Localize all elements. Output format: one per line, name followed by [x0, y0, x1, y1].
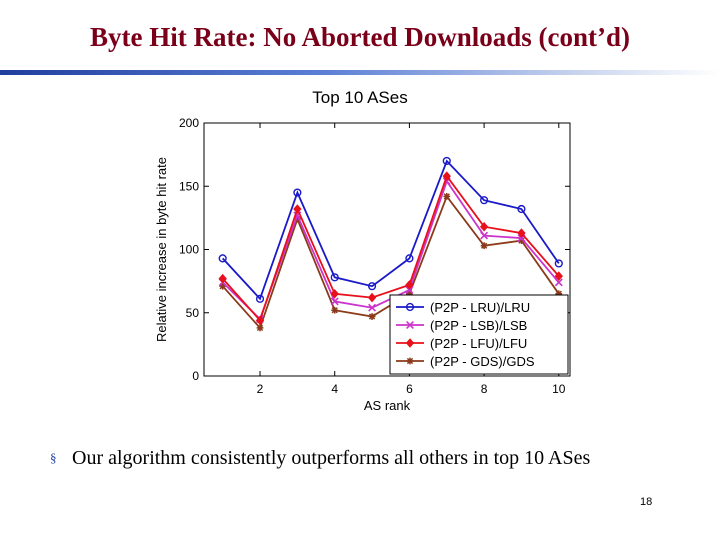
- slide-title: Byte Hit Rate: No Aborted Downloads (con…: [90, 22, 630, 52]
- bullet-square-icon: §: [50, 450, 57, 465]
- data-point: [405, 280, 414, 290]
- data-point: [479, 221, 489, 232]
- data-point: [218, 254, 227, 263]
- data-point: [517, 204, 526, 214]
- data-point: [330, 289, 339, 299]
- x-tick-label: 2: [257, 382, 264, 396]
- data-point: [480, 242, 488, 250]
- legend-marker: [405, 302, 415, 312]
- data-point: [442, 171, 451, 181]
- data-point: [367, 282, 377, 291]
- data-point: [480, 231, 489, 240]
- data-point: [555, 290, 563, 298]
- data-point: [255, 294, 265, 303]
- x-tick-label: 8: [481, 382, 488, 396]
- x-axis-label: AS rank: [364, 398, 411, 413]
- data-point: [330, 297, 339, 306]
- data-point: [218, 273, 227, 284]
- series-group: [218, 156, 563, 303]
- data-point: [331, 306, 339, 314]
- legend-marker: [406, 321, 414, 329]
- data-point: [255, 315, 265, 326]
- data-point: [442, 156, 451, 166]
- data-point: [554, 259, 563, 268]
- chart-title: Top 10 ASes: [312, 88, 408, 107]
- legend-label: (P2P - LFU)/LFU: [430, 336, 527, 351]
- bullet-text: Our algorithm consistently outperforms a…: [72, 447, 591, 469]
- data-point: [368, 303, 377, 312]
- legend-label: (P2P - LRU)/LRU: [430, 300, 530, 315]
- series-group: [218, 171, 563, 326]
- page-number: 18: [640, 496, 653, 508]
- y-tick-label: 100: [179, 243, 199, 257]
- series-line: [222, 159, 560, 301]
- data-point: [517, 228, 526, 238]
- y-tick-label: 50: [186, 306, 200, 320]
- y-tick-label: 200: [179, 116, 199, 130]
- data-point: [219, 282, 227, 290]
- data-point: [293, 204, 302, 214]
- y-tick-label: 150: [179, 179, 199, 193]
- data-point: [367, 292, 377, 303]
- title-divider: [0, 70, 720, 75]
- legend-marker: [406, 357, 414, 365]
- x-tick-label: 6: [406, 382, 413, 396]
- legend-label: (P2P - LSB)/LSB: [430, 318, 527, 333]
- legend-marker: [405, 338, 415, 348]
- data-point: [554, 271, 563, 281]
- data-point: [480, 196, 489, 205]
- y-axis-label: Relative increase in byte hit rate: [154, 157, 169, 342]
- data-point: [443, 192, 451, 200]
- data-point: [256, 324, 264, 332]
- data-point: [518, 237, 525, 245]
- x-tick-label: 10: [552, 382, 566, 396]
- data-point: [406, 290, 413, 298]
- x-tick-label: 4: [331, 382, 338, 396]
- legend-label: (P2P - GDS)/GDS: [430, 354, 535, 369]
- data-point: [405, 286, 414, 294]
- data-point: [368, 313, 376, 320]
- data-point: [330, 273, 339, 282]
- y-tick-label: 0: [192, 369, 199, 383]
- data-point: [405, 254, 414, 263]
- data-point: [293, 215, 301, 223]
- data-point: [293, 188, 302, 197]
- data-point: [554, 278, 563, 287]
- line-chart: 0 50 100 150 200 2 4 6 8 10 (P2P - LRU)/LRU (P2P -…: [154, 116, 571, 413]
- series-line: [222, 174, 560, 323]
